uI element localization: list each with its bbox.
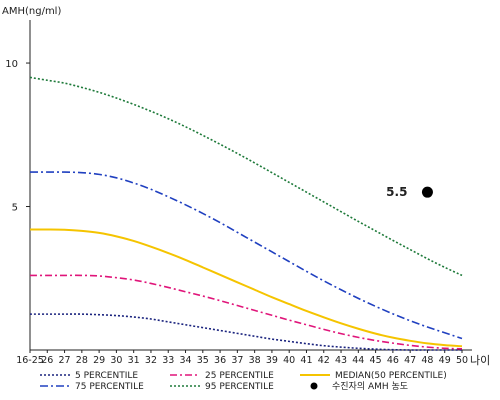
legend-label-4: 95 PERCENTILE xyxy=(205,382,274,392)
x-tick-label: 30 xyxy=(110,355,122,366)
x-tick-label: 50 xyxy=(456,355,468,366)
series-line-2 xyxy=(29,228,463,348)
patient-amh-point xyxy=(421,186,433,198)
x-tick-label: 43 xyxy=(335,355,347,366)
x-tick-label: 42 xyxy=(318,355,330,366)
x-tick-label: 49 xyxy=(439,355,451,366)
x-tick-label: 26 xyxy=(41,355,53,366)
x-tick-label: 34 xyxy=(179,355,191,366)
x-tick-label: 48 xyxy=(421,355,433,366)
x-tick-label: 39 xyxy=(266,355,278,366)
x-tick-label: 27 xyxy=(59,355,71,366)
series-line-3 xyxy=(30,171,463,340)
legend-label-3: 75 PERCENTILE xyxy=(75,382,144,392)
x-tick-label: 35 xyxy=(197,355,209,366)
legend-label-0: 5 PERCENTILE xyxy=(75,371,138,381)
x-tick-label: 16-25 xyxy=(16,355,44,366)
legend-label-2: MEDIAN(50 PERCENTILE) xyxy=(335,371,447,381)
x-tick-label: 28 xyxy=(76,355,88,366)
legend-patient-label: 수진자의 AMH 농도 xyxy=(332,381,408,392)
axes xyxy=(29,20,472,351)
series-line-0 xyxy=(30,313,462,351)
series-lines xyxy=(29,76,463,351)
x-tick-label: 33 xyxy=(162,355,174,366)
patient-amh-value-label: 5.5 xyxy=(386,185,407,199)
x-tick-label: 37 xyxy=(231,355,243,366)
x-tick-label: 38 xyxy=(249,355,261,366)
series-line-1 xyxy=(29,274,463,350)
x-tick-label: 31 xyxy=(128,355,140,366)
x-tick-label: 36 xyxy=(214,355,226,366)
x-tick-label: 45 xyxy=(370,355,382,366)
x-tick-label: 46 xyxy=(387,355,399,366)
y-tick-label: 5 xyxy=(12,203,18,214)
x-axis-label: 나이 xyxy=(470,354,490,367)
y-tick-label: 10 xyxy=(5,59,18,70)
x-tick-label: 32 xyxy=(145,355,157,366)
series-line-4 xyxy=(29,76,463,277)
annotation-group: 5.5 xyxy=(386,185,433,199)
y-axis-label: AMH(ng/ml) xyxy=(2,6,61,17)
x-tick-label: 29 xyxy=(93,355,105,366)
legend-patient-marker xyxy=(310,382,318,390)
legend-label-1: 25 PERCENTILE xyxy=(205,371,274,381)
x-tick-label: 47 xyxy=(404,355,416,366)
x-tick-label: 41 xyxy=(300,355,312,366)
x-tick-label: 44 xyxy=(352,355,364,366)
x-tick-label: 40 xyxy=(283,355,295,366)
